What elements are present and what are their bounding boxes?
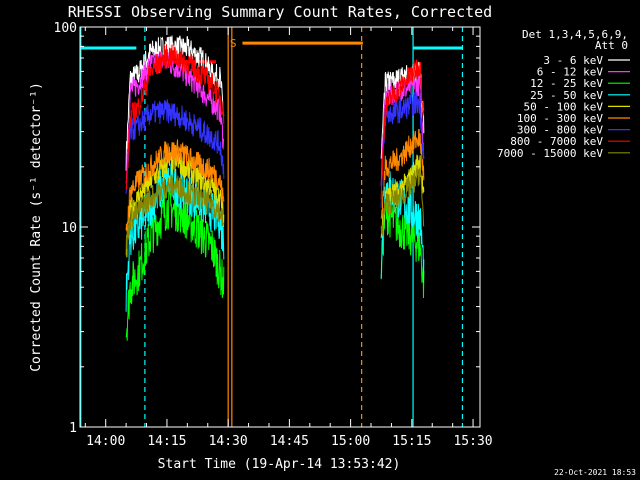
series-line [380,73,425,187]
series-line [380,129,425,219]
y-tick-label: 1 [69,421,77,436]
series-line [380,195,425,299]
series-line [380,165,425,236]
footer-date: 22-Oct-2021 18:53 [554,468,636,477]
legend-entry: 25 - 50 keV [530,89,603,102]
x-tick-label: 14:30 [209,434,248,449]
x-axis-label: Start Time (19-Apr-14 13:53:42) [158,457,401,472]
legend-entry: 100 - 300 keV [517,112,603,125]
chart-title: RHESSI Observing Summary Count Rates, Co… [68,3,492,21]
x-tick-label: 14:45 [270,434,309,449]
series-line [125,139,225,232]
x-tick-label: 14:00 [86,434,125,449]
legend-entry: 50 - 100 keV [524,100,604,113]
legend-entry: 3 - 6 keV [543,54,603,67]
series-line [125,99,225,194]
x-tick-label: 15:15 [392,434,431,449]
y-tick-label: 10 [61,221,77,236]
series-line [380,59,425,200]
legend-entry: 6 - 12 keV [537,66,604,79]
series-line [125,51,224,184]
series-line [125,174,225,256]
legend-entry: 800 - 7000 keV [510,135,603,148]
y-axis-label: Corrected Count Rate (s⁻¹ detector⁻¹) [29,82,44,372]
x-tick-label: 14:15 [147,434,186,449]
legend-entry: 12 - 25 keV [530,77,603,90]
legend-header: Att 0 [595,39,628,52]
series-line [125,187,225,341]
flag-label: S [230,37,237,50]
legend-entry: 7000 - 15000 keV [497,147,603,160]
legend-header: Det 1,3,4,5,6,9, [522,28,628,41]
y-tick-label: 100 [54,21,77,36]
legend-entry: 300 - 800 keV [517,124,603,137]
series-line [380,91,425,208]
series-line [125,44,225,190]
x-tick-label: 15:30 [453,434,492,449]
x-tick-label: 15:00 [331,434,370,449]
series-line [125,150,225,258]
